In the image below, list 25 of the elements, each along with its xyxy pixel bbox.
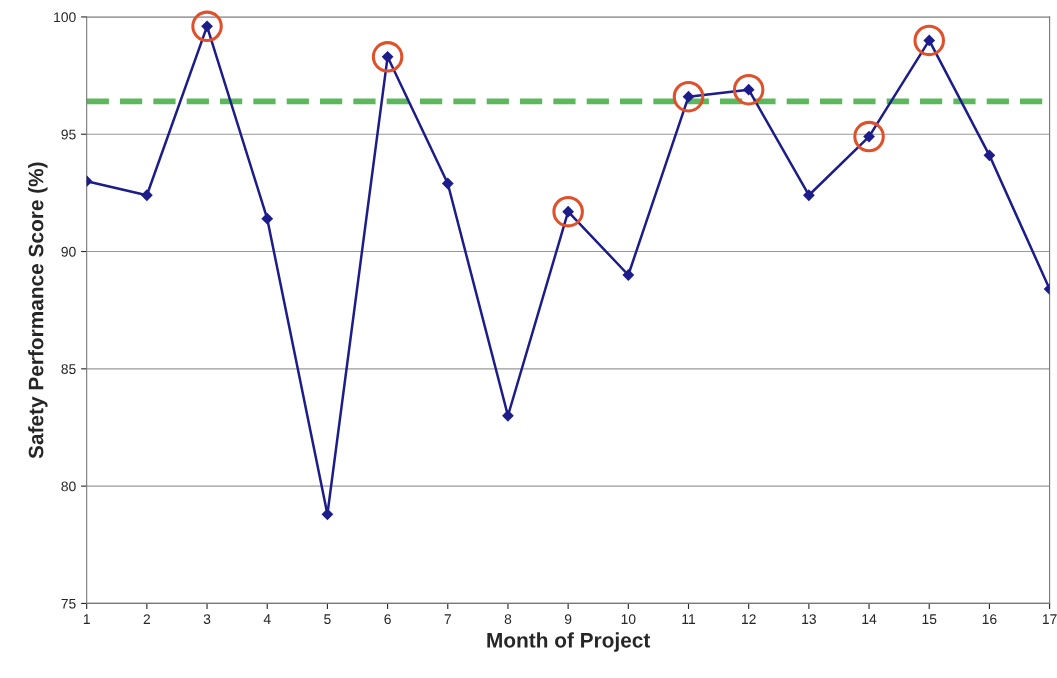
x-tick-label: 14 [862, 614, 877, 624]
x-tick-label: 6 [384, 614, 391, 625]
y-tick-label: 90 [61, 246, 76, 257]
x-axis-title: Month of Project [487, 632, 651, 652]
x-tick-label: 16 [982, 614, 997, 625]
y-axis-title: Safety Performance Score (%) [28, 162, 48, 459]
x-tick-label: 11 [682, 614, 696, 624]
x-tick-label: 3 [203, 614, 211, 625]
x-tick-label: 12 [742, 614, 756, 624]
x-tick-label: 13 [802, 614, 816, 625]
x-tick-label: 1 [83, 614, 90, 624]
y-tick-label: 100 [54, 12, 76, 23]
x-tick-label: 4 [263, 614, 271, 624]
x-tick-label: 5 [324, 614, 331, 625]
x-tick-label: 9 [564, 614, 572, 625]
x-tick-label: 15 [922, 614, 937, 625]
x-tick-label: 2 [143, 614, 151, 624]
x-tick-label: 17 [1042, 614, 1057, 624]
y-tick-label: 95 [61, 129, 76, 140]
x-tick-label: 7 [444, 614, 451, 624]
y-tick-label: 75 [61, 598, 76, 609]
x-tick-label: 10 [621, 614, 636, 625]
x-tick-label: 8 [504, 614, 512, 625]
y-tick-label: 85 [61, 364, 76, 374]
y-tick-label: 80 [61, 481, 76, 492]
